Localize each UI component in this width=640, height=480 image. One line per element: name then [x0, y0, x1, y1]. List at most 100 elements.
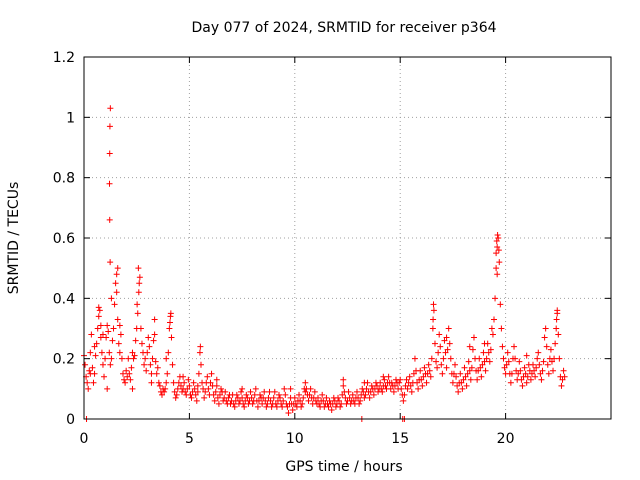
data-point: [460, 376, 467, 383]
y-tick-label: 0: [66, 412, 75, 428]
data-point: [163, 379, 170, 386]
data-point: [481, 358, 488, 365]
data-point: [536, 361, 543, 368]
data-point: [407, 382, 414, 389]
data-point: [445, 325, 452, 332]
data-point: [292, 400, 299, 407]
data-point: [466, 367, 473, 374]
data-point: [314, 394, 321, 401]
data-point: [391, 382, 398, 389]
data-point: [223, 397, 230, 404]
data-point: [141, 361, 148, 368]
data-point: [388, 379, 395, 386]
data-point: [130, 355, 137, 362]
data-point: [340, 376, 347, 383]
data-point: [497, 301, 504, 308]
y-tick-label: 0.8: [53, 171, 75, 187]
data-point: [129, 349, 136, 356]
data-point: [99, 331, 106, 338]
data-point: [181, 379, 188, 386]
data-point: [419, 382, 426, 389]
data-point: [487, 346, 494, 353]
data-point: [172, 394, 179, 401]
data-point: [92, 352, 99, 359]
data-point: [374, 382, 381, 389]
data-point: [408, 388, 415, 395]
data-point: [325, 403, 332, 410]
data-point: [291, 394, 298, 401]
data-point: [495, 247, 502, 254]
data-point: [108, 295, 115, 302]
data-point: [213, 382, 220, 389]
data-point: [106, 123, 113, 130]
data-point: [411, 355, 418, 362]
data-point: [397, 376, 404, 383]
data-point: [213, 376, 220, 383]
data-point: [406, 373, 413, 380]
data-point: [240, 400, 247, 407]
data-point: [265, 394, 272, 401]
data-point: [116, 322, 123, 329]
data-point: [493, 250, 500, 257]
data-point: [396, 379, 403, 386]
data-point: [254, 403, 261, 410]
data-point: [95, 304, 102, 311]
data-point: [114, 316, 121, 323]
data-point: [274, 397, 281, 404]
data-point: [398, 385, 405, 392]
data-point: [194, 382, 201, 389]
data-point: [134, 310, 141, 317]
data-point: [498, 325, 505, 332]
data-point: [491, 316, 498, 323]
data-point: [148, 379, 155, 386]
data-point: [212, 388, 219, 395]
data-point: [145, 334, 152, 341]
data-point: [137, 325, 144, 332]
data-point: [142, 355, 149, 362]
data-point: [247, 388, 254, 395]
x-tick-label: 15: [391, 431, 409, 447]
data-point: [109, 337, 116, 344]
data-point: [236, 397, 243, 404]
data-point: [439, 370, 446, 377]
data-point: [355, 394, 362, 401]
data-point: [320, 397, 327, 404]
data-point: [282, 391, 289, 398]
data-point: [135, 265, 142, 272]
data-point: [420, 373, 427, 380]
data-point: [296, 391, 303, 398]
y-tick-labels: 0 0.2 0.4 0.6 0.8 1 1.2: [53, 50, 75, 428]
data-point: [446, 340, 453, 347]
data-point: [466, 343, 473, 350]
data-point: [190, 379, 197, 386]
data-point: [311, 388, 318, 395]
data-point: [430, 316, 437, 323]
data-point: [241, 403, 248, 410]
data-point: [272, 400, 279, 407]
data-point: [438, 361, 445, 368]
data-point: [239, 385, 246, 392]
data-point: [346, 394, 353, 401]
data-point: [361, 379, 368, 386]
data-point: [429, 325, 436, 332]
data-point: [523, 352, 530, 359]
data-point: [534, 355, 541, 362]
data-point: [539, 367, 546, 374]
data-point: [455, 388, 462, 395]
data-point: [111, 301, 118, 308]
data-point: [191, 385, 198, 392]
data-point: [493, 265, 500, 272]
data-point: [323, 394, 330, 401]
data-point: [338, 400, 345, 407]
data-point: [542, 325, 549, 332]
data-point: [134, 301, 141, 308]
data-point: [540, 358, 547, 365]
data-point: [103, 334, 110, 341]
data-point: [337, 403, 344, 410]
data-point: [531, 367, 538, 374]
data-point: [357, 397, 364, 404]
data-point: [270, 394, 277, 401]
data-point: [136, 280, 143, 287]
data-point: [481, 340, 488, 347]
grid-lines: [84, 57, 611, 419]
